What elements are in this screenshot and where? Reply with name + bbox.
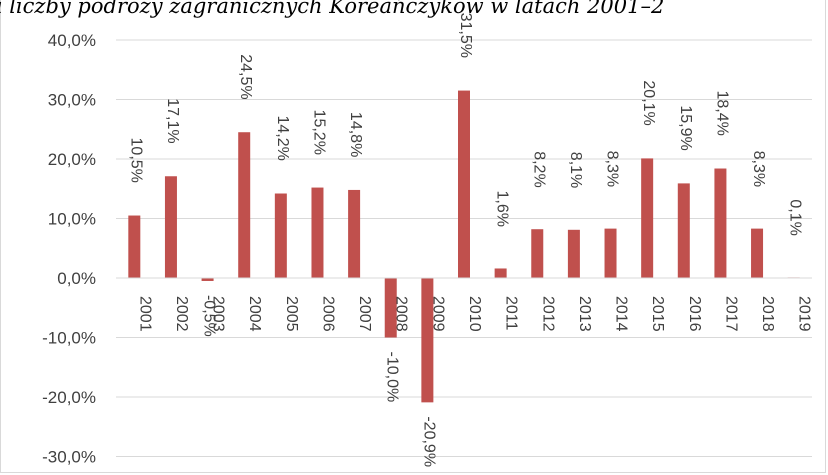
bar-2017 <box>714 168 727 278</box>
category-label: 2004 <box>246 296 263 332</box>
bar-2006 <box>311 187 324 278</box>
data-label: 8,3% <box>604 151 621 187</box>
category-label: 2009 <box>429 296 446 332</box>
category-label: 2012 <box>539 296 556 332</box>
data-label: 8,3% <box>750 151 767 187</box>
bar-2014 <box>604 228 617 278</box>
category-label: 2016 <box>686 296 703 332</box>
bar-2004 <box>238 132 251 278</box>
data-label: 14,2% <box>274 116 291 161</box>
category-label: 2019 <box>796 296 813 332</box>
bar-2012 <box>531 229 544 278</box>
y-axis-ticks: 40,0% 30,0% 20,0% 10,0% 0,0% -10,0% -20,0% -30,… <box>42 31 96 467</box>
category-label: 2008 <box>393 296 410 332</box>
y-tick-label: -20,0% <box>42 388 96 407</box>
category-label: 2014 <box>613 296 630 332</box>
bar-2005 <box>274 193 287 278</box>
bar-2009 <box>421 278 434 403</box>
data-label: 14,8% <box>347 112 364 157</box>
category-label: 2010 <box>466 296 483 332</box>
data-label: 8,1% <box>567 152 584 188</box>
category-label: 2015 <box>649 296 666 332</box>
bar-2010 <box>458 90 470 278</box>
bar-2018 <box>751 228 764 278</box>
bars <box>128 90 800 403</box>
data-label: 15,2% <box>310 110 327 155</box>
y-tick-label: -30,0% <box>42 448 96 467</box>
y-tick-label: 10,0% <box>48 210 96 229</box>
data-label: 24,5% <box>237 54 254 99</box>
data-label: 20,1% <box>640 80 657 125</box>
y-tick-label: 20,0% <box>48 150 96 169</box>
data-label: 8,2% <box>530 151 547 187</box>
data-label: 15,9% <box>677 105 694 150</box>
category-label: 2006 <box>319 296 336 332</box>
y-tick-label: 30,0% <box>48 91 96 110</box>
bar-2013 <box>567 229 580 278</box>
category-labels: 2001 2002 2003 2004 2005 2006 2007 2008 2009 2010… <box>136 296 812 332</box>
category-label: 2017 <box>722 296 739 332</box>
category-label: 2007 <box>356 296 373 332</box>
data-label: -20,9% <box>420 416 437 467</box>
bar-2003 <box>201 278 214 281</box>
y-tick-label: 0,0% <box>57 269 96 288</box>
data-label: 17,1% <box>164 98 181 143</box>
category-label: 2011 <box>503 296 520 331</box>
chart-title: a liczby podróży zagranicznych Koreańczy… <box>0 0 665 18</box>
bar-2016 <box>677 183 690 278</box>
bar-2011 <box>494 268 507 278</box>
category-label: 2018 <box>759 296 776 332</box>
data-label: -10,0% <box>384 352 401 403</box>
data-labels: 10,5% 17,1% -0,5% 24,5% 14,2% 15,2% 14,8% -10,0… <box>127 13 803 467</box>
category-label: 2005 <box>283 296 300 332</box>
bar-2001 <box>128 215 141 278</box>
category-label: 2001 <box>136 296 153 332</box>
category-label: 2002 <box>173 296 190 332</box>
y-tick-label: -10,0% <box>42 329 96 348</box>
bar-2008 <box>384 278 397 338</box>
bar-2007 <box>348 189 361 278</box>
data-label: 18,4% <box>713 91 730 136</box>
bar-2002 <box>164 176 177 278</box>
data-label: 31,5% <box>457 13 474 58</box>
data-label: 0,1% <box>787 199 804 235</box>
category-label: 2003 <box>210 296 227 332</box>
bar-2015 <box>641 158 654 278</box>
category-label: 2013 <box>576 296 593 332</box>
data-label: 10,5% <box>127 138 144 183</box>
data-label: 1,6% <box>494 190 511 226</box>
data-label: -0,5% <box>201 295 218 337</box>
y-tick-label: 40,0% <box>48 31 96 50</box>
